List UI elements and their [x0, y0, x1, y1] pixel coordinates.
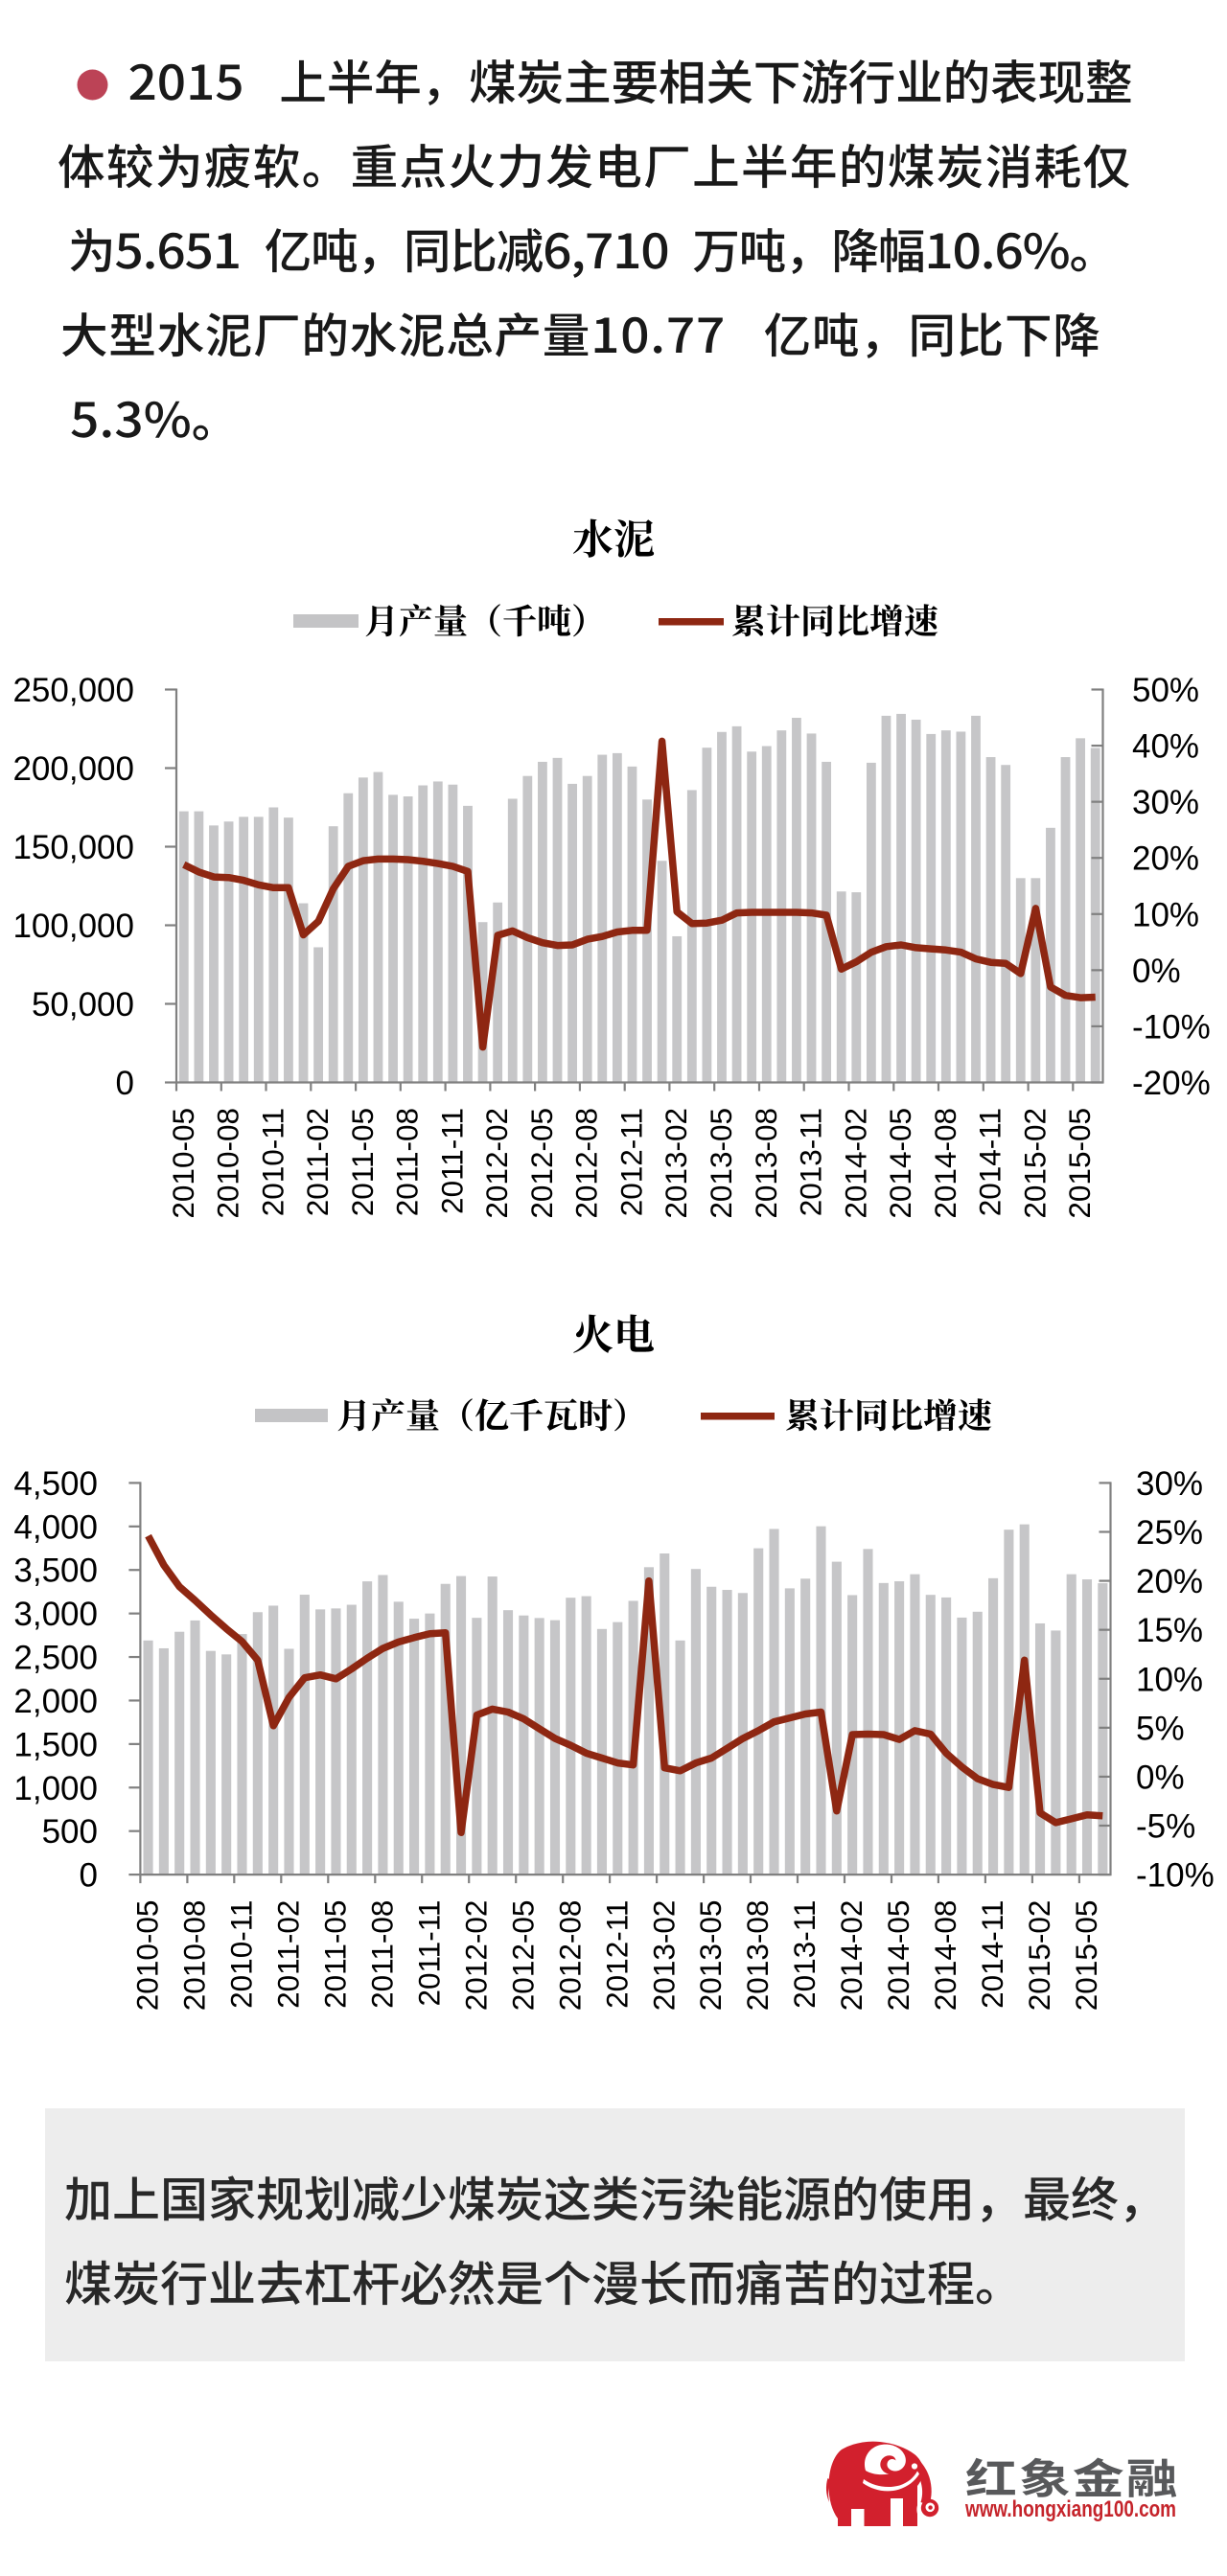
- svg-text:2012-11: 2012-11: [599, 1900, 634, 2009]
- svg-text:2013-05: 2013-05: [704, 1108, 738, 1219]
- svg-text:2013-05: 2013-05: [693, 1900, 728, 2012]
- svg-text:30%: 30%: [1132, 784, 1199, 821]
- svg-text:4,000: 4,000: [13, 1508, 98, 1546]
- svg-text:250,000: 250,000: [12, 672, 134, 709]
- svg-text:2014-05: 2014-05: [883, 1108, 917, 1219]
- svg-text:500: 500: [42, 1813, 98, 1851]
- svg-text:2010-08: 2010-08: [177, 1900, 212, 2012]
- svg-text:1,500: 1,500: [13, 1726, 98, 1763]
- svg-text:2010-11: 2010-11: [255, 1108, 289, 1216]
- svg-text:2012-05: 2012-05: [524, 1108, 559, 1219]
- svg-text:2011-02: 2011-02: [271, 1900, 306, 2009]
- svg-text:25%: 25%: [1136, 1514, 1203, 1552]
- svg-text:30%: 30%: [1136, 1465, 1203, 1503]
- svg-text:2012-08: 2012-08: [569, 1108, 604, 1219]
- svg-text:0%: 0%: [1132, 953, 1181, 990]
- svg-text:0: 0: [80, 1857, 98, 1895]
- svg-text:2015-02: 2015-02: [1017, 1108, 1052, 1219]
- svg-text:2014-11: 2014-11: [973, 1108, 1007, 1216]
- svg-text:2011-05: 2011-05: [318, 1900, 353, 2009]
- svg-text:2,500: 2,500: [13, 1640, 98, 1677]
- svg-text:www.hongxiang100.com: www.hongxiang100.com: [964, 2496, 1176, 2522]
- svg-text:40%: 40%: [1132, 728, 1199, 766]
- svg-text:2014-11: 2014-11: [975, 1900, 1009, 2009]
- svg-text:150,000: 150,000: [12, 829, 134, 866]
- svg-text:0%: 0%: [1136, 1759, 1185, 1796]
- svg-text:2014-02: 2014-02: [834, 1900, 868, 2012]
- svg-text:2011-08: 2011-08: [364, 1900, 399, 2009]
- svg-text:2012-05: 2012-05: [505, 1900, 540, 2012]
- svg-text:2015-05: 2015-05: [1069, 1900, 1103, 2012]
- svg-text:2014-08: 2014-08: [928, 1108, 962, 1219]
- svg-text:2,000: 2,000: [13, 1683, 98, 1720]
- svg-text:2012-08: 2012-08: [552, 1900, 587, 2012]
- svg-text:1,000: 1,000: [13, 1770, 98, 1807]
- svg-text:2011-08: 2011-08: [390, 1108, 425, 1216]
- svg-text:-10%: -10%: [1132, 1008, 1211, 1046]
- svg-text:50%: 50%: [1132, 672, 1199, 709]
- svg-text:200,000: 200,000: [12, 750, 134, 788]
- svg-text:2013-11: 2013-11: [794, 1108, 828, 1216]
- svg-text:2015-02: 2015-02: [1022, 1900, 1056, 2012]
- svg-text:3,500: 3,500: [13, 1552, 98, 1590]
- svg-text:2013-08: 2013-08: [749, 1108, 783, 1219]
- svg-text:10%: 10%: [1132, 896, 1199, 933]
- svg-text:2014-08: 2014-08: [928, 1900, 962, 2012]
- svg-text:2010-11: 2010-11: [224, 1900, 259, 2009]
- svg-text:2015-05: 2015-05: [1062, 1108, 1097, 1219]
- svg-text:2010-05: 2010-05: [130, 1900, 165, 2012]
- svg-text:2010-05: 2010-05: [166, 1108, 200, 1219]
- svg-text:2013-11: 2013-11: [787, 1900, 822, 2009]
- svg-text:20%: 20%: [1136, 1563, 1203, 1600]
- svg-text:-5%: -5%: [1136, 1808, 1195, 1846]
- svg-text:15%: 15%: [1136, 1612, 1203, 1649]
- svg-text:4,500: 4,500: [13, 1465, 98, 1503]
- svg-text:100,000: 100,000: [12, 908, 134, 945]
- svg-text:2014-05: 2014-05: [881, 1900, 915, 2012]
- svg-text:2012-02: 2012-02: [479, 1108, 514, 1219]
- svg-text:10%: 10%: [1136, 1661, 1203, 1698]
- svg-text:-20%: -20%: [1132, 1065, 1211, 1102]
- svg-text:0: 0: [116, 1065, 134, 1102]
- svg-text:2013-02: 2013-02: [659, 1108, 693, 1219]
- svg-text:2011-11: 2011-11: [411, 1900, 446, 2007]
- svg-text:2011-05: 2011-05: [345, 1108, 380, 1216]
- svg-text:2012-11: 2012-11: [614, 1108, 649, 1216]
- svg-text:3,000: 3,000: [13, 1596, 98, 1633]
- svg-text:2012-02: 2012-02: [458, 1900, 493, 2012]
- svg-text:2013-02: 2013-02: [646, 1900, 681, 2012]
- svg-text:2011-02: 2011-02: [300, 1108, 335, 1216]
- svg-text:2014-02: 2014-02: [838, 1108, 872, 1219]
- svg-text:2010-08: 2010-08: [211, 1108, 245, 1219]
- svg-text:-10%: -10%: [1136, 1857, 1215, 1895]
- svg-text:5%: 5%: [1136, 1710, 1185, 1747]
- svg-text:20%: 20%: [1132, 840, 1199, 878]
- svg-text:2011-11: 2011-11: [434, 1108, 469, 1214]
- svg-text:50,000: 50,000: [32, 986, 134, 1024]
- svg-text:2013-08: 2013-08: [740, 1900, 775, 2012]
